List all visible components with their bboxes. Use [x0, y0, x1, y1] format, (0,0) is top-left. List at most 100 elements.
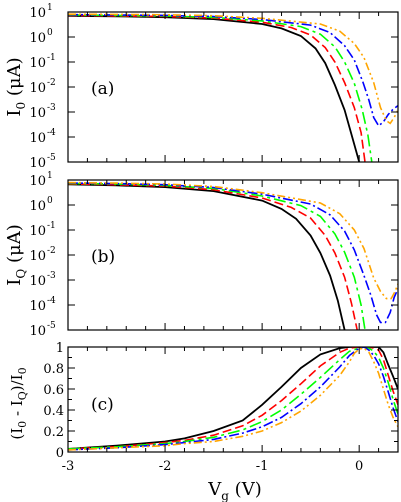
series-line-4 [68, 182, 398, 324]
y-tick-base: 10 [29, 224, 46, 239]
x-tick-label: -3 [62, 459, 75, 474]
y-label-sub: 0 [16, 367, 29, 374]
y-tick-base: 10 [29, 199, 46, 214]
y-tick-exp: -5 [47, 153, 56, 163]
y-tick-label: 10 [29, 6, 46, 21]
x-label-main: V [207, 479, 222, 500]
x-axis-label: Vg (V) [207, 479, 261, 502]
y-tick-exponent: -3 [47, 103, 56, 113]
series-line-3 [68, 347, 398, 450]
y-tick-exp: -3 [47, 103, 56, 113]
y-tick-label: 0.8 [43, 362, 64, 377]
y-tick-base: 10 [29, 106, 46, 121]
y-tick-exp: -2 [47, 246, 56, 256]
y-tick-base: 10 [29, 6, 46, 21]
y-tick-exp: -4 [47, 128, 56, 138]
series-line-5 [68, 13, 398, 125]
y-tick-exp: 0 [47, 28, 53, 38]
y-tick-base: 10 [29, 324, 46, 339]
y-label-unit: (μA) [4, 57, 25, 101]
y-tick-label: 10 [29, 156, 46, 171]
x-tick-label: -2 [159, 459, 172, 474]
y-label-sub: 0 [14, 102, 28, 110]
y-tick-exp: -3 [47, 271, 56, 281]
y-tick-label: 0 [56, 446, 64, 461]
y-label-part: (I [8, 428, 26, 440]
y-tick-label: 10 [29, 199, 46, 214]
x-tick-label: 0 [355, 459, 363, 474]
y-tick-label: 10 [29, 324, 46, 339]
y-tick-label: 0.6 [43, 383, 64, 398]
series-line-4 [68, 347, 398, 451]
y-label-sub: Q [16, 391, 29, 400]
plot-frame [67, 179, 399, 331]
y-tick-exp: -4 [47, 296, 56, 306]
y-tick-base: 10 [29, 56, 46, 71]
y-label-main: I [4, 109, 25, 116]
y-tick-exp: -1 [47, 53, 56, 63]
y-tick-base: 10 [29, 174, 46, 189]
y-tick-exponent: -1 [47, 53, 56, 63]
panel-label: (b) [91, 247, 115, 267]
series-line-3 [68, 182, 366, 330]
y-tick-label: 1 [56, 341, 64, 356]
y-tick-base: 10 [29, 274, 46, 289]
y-label-part: - I [8, 400, 26, 421]
y-axis-label: IQ (μA) [4, 224, 28, 285]
plot-frame [67, 346, 399, 453]
y-tick-exponent: 1 [47, 3, 53, 13]
y-tick-exp: -2 [47, 78, 56, 88]
y-tick-exponent: -5 [47, 153, 56, 163]
y-tick-label: 10 [29, 56, 46, 71]
y-tick-base: 10 [29, 156, 46, 171]
y-tick-base: 10 [29, 131, 46, 146]
y-tick-label: 10 [29, 174, 46, 189]
y-tick-exp: 0 [47, 196, 53, 206]
y-tick-exp: -5 [47, 321, 56, 331]
y-tick-base: 10 [29, 249, 46, 264]
y-tick-exponent: -2 [47, 78, 56, 88]
y-tick-base: 10 [29, 81, 46, 96]
y-tick-label: 10 [29, 81, 46, 96]
series-line-2 [68, 347, 398, 450]
y-tick-exponent: -2 [47, 246, 56, 256]
y-tick-exponent: 0 [47, 28, 53, 38]
series-line-1 [68, 347, 398, 450]
y-tick-exponent: -4 [47, 128, 56, 138]
y-tick-exponent: 1 [47, 171, 53, 181]
y-label-sub: Q [14, 269, 28, 279]
y-label-main: I [4, 279, 25, 286]
y-tick-label: 10 [29, 106, 46, 121]
y-tick-exponent: 0 [47, 196, 53, 206]
y-tick-label: 10 [29, 274, 46, 289]
y-tick-exp: 1 [47, 3, 53, 13]
series-line-5 [68, 347, 398, 451]
series-line-2 [68, 183, 358, 330]
y-tick-base: 10 [29, 31, 46, 46]
y-label-unit: (μA) [4, 224, 25, 268]
y-tick-label: 10 [29, 299, 46, 314]
y-tick-exponent: -1 [47, 221, 56, 231]
y-tick-exponent: -4 [47, 296, 56, 306]
y-tick-exp: 1 [47, 171, 53, 181]
y-tick-exponent: -5 [47, 321, 56, 331]
y-tick-label: 10 [29, 249, 46, 264]
y-tick-label: 0.4 [43, 404, 64, 419]
panel-label: (a) [91, 79, 114, 99]
y-tick-label: 10 [29, 31, 46, 46]
series-line-1 [68, 183, 346, 330]
y-tick-exp: -1 [47, 221, 56, 231]
panel-label: (c) [91, 395, 114, 415]
y-label-part: )/I [8, 374, 26, 391]
plot-frame [67, 11, 399, 163]
x-label-unit: (V) [229, 479, 262, 500]
x-tick-label: -1 [256, 459, 269, 474]
y-tick-base: 10 [29, 299, 46, 314]
y-axis-label: (I0 - IQ)/I0 [8, 367, 29, 439]
y-label-sub: 0 [16, 421, 29, 428]
x-label-sub: g [221, 489, 229, 502]
series-line-5 [68, 181, 398, 300]
